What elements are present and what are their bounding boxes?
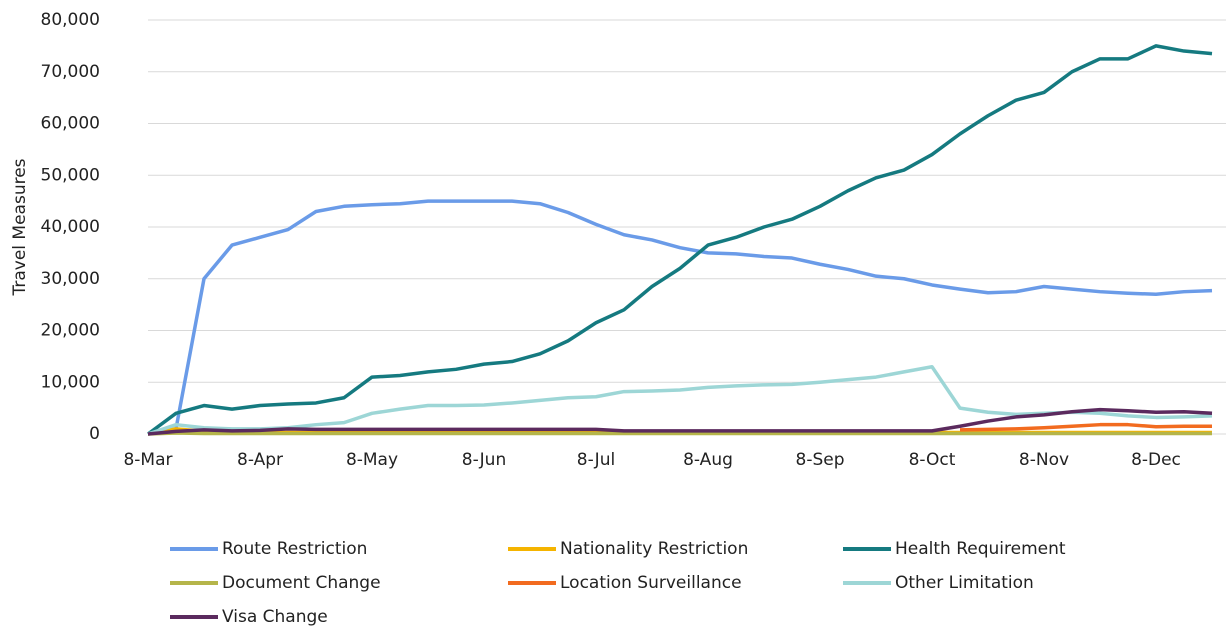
x-tick-label: 8-Aug	[683, 450, 733, 470]
y-tick-label: 80,000	[41, 10, 100, 30]
series-line	[147, 199, 1213, 436]
y-tick-label: 30,000	[41, 269, 100, 289]
x-tick-label: 8-Dec	[1131, 450, 1181, 470]
legend-label: Nationality Restriction	[560, 539, 748, 559]
x-tick-label: 8-Nov	[1019, 450, 1069, 470]
series-line	[147, 431, 1212, 436]
x-tick-label: 8-Oct	[909, 450, 956, 470]
y-tick-label: 70,000	[41, 62, 100, 82]
legend-label: Document Change	[222, 573, 381, 593]
x-tick-label: 8-May	[346, 450, 398, 470]
x-tick-label: 8-Jul	[577, 450, 615, 470]
y-axis-title: Travel Measures	[10, 158, 30, 296]
x-tick-label: 8-Apr	[237, 450, 283, 470]
y-tick-label: 40,000	[41, 217, 100, 237]
x-tick-label: 8-Mar	[123, 450, 172, 470]
y-tick-label: 0	[89, 424, 100, 444]
series-line	[147, 364, 1213, 436]
legend-label: Other Limitation	[895, 573, 1034, 593]
series-line	[959, 422, 1212, 432]
legend-label: Route Restriction	[222, 539, 367, 559]
y-tick-label: 60,000	[41, 114, 100, 134]
series-line	[146, 44, 1213, 436]
y-tick-label: 10,000	[41, 372, 100, 392]
legend-label: Health Requirement	[895, 539, 1066, 559]
x-tick-label: 8-Sep	[796, 450, 845, 470]
x-tick-label: 8-Jun	[462, 450, 506, 470]
legend-label: Location Surveillance	[560, 573, 742, 593]
y-tick-label: 20,000	[41, 321, 100, 341]
y-tick-label: 50,000	[41, 165, 100, 185]
legend-label: Visa Change	[222, 607, 328, 627]
series-line	[147, 407, 1213, 436]
